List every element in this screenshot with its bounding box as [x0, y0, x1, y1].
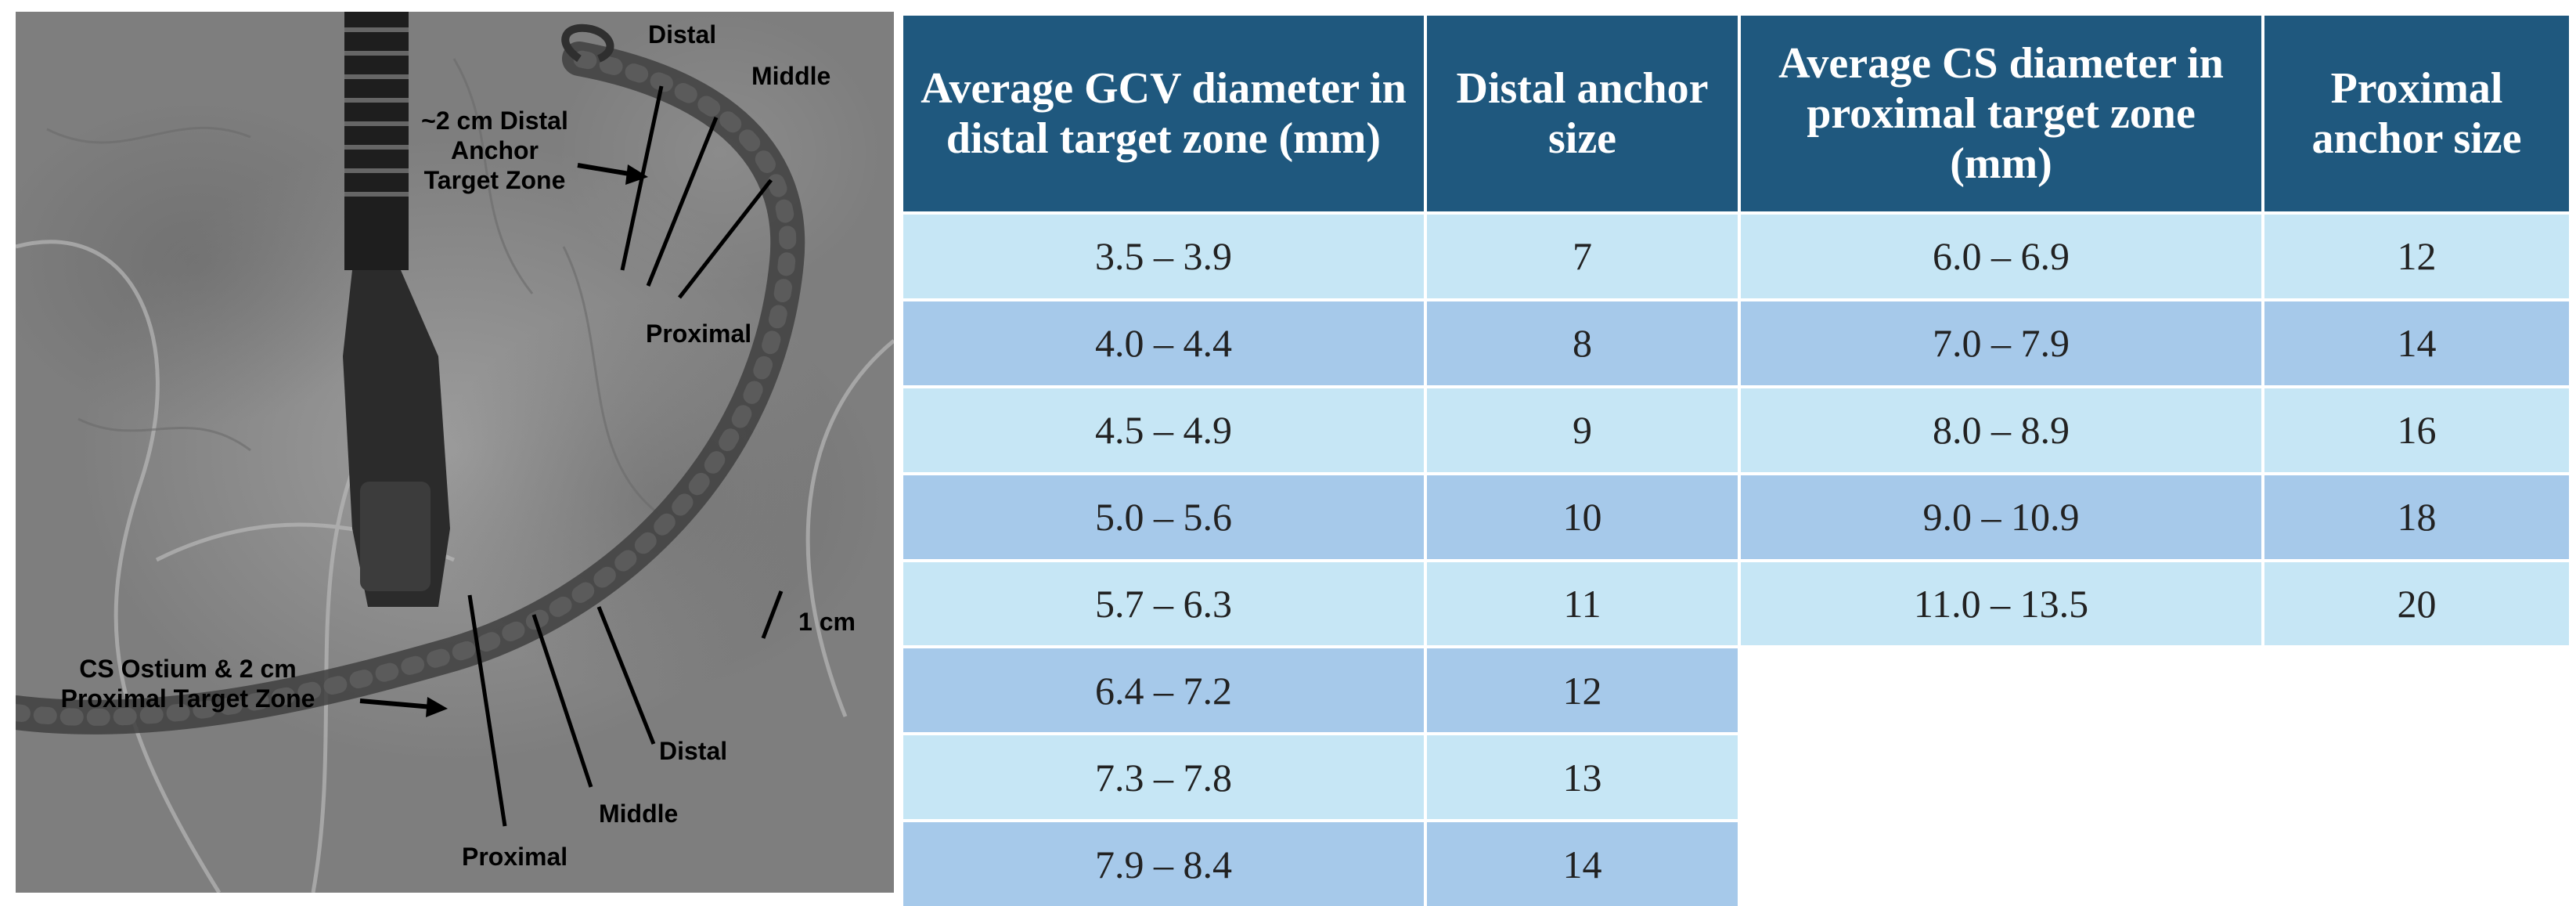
table-cell: 14 — [2264, 301, 2569, 385]
label-middle-top: Middle — [751, 62, 831, 90]
label-distal-top: Distal — [648, 20, 717, 49]
table-cell-empty — [1741, 822, 2261, 906]
header-distal-anchor-size: Distal anchor size — [1427, 16, 1738, 211]
table-cell-empty — [2264, 735, 2569, 820]
table-cell-empty — [2264, 648, 2569, 733]
label-distal-bottom: Distal — [659, 737, 728, 765]
ostium-line-2: Proximal Target Zone — [60, 684, 315, 713]
table-cell: 9 — [1427, 388, 1738, 472]
table-cell: 11 — [1427, 561, 1738, 646]
table-cell: 3.5 – 3.9 — [903, 215, 1424, 298]
table-cell: 6.0 – 6.9 — [1741, 215, 2261, 298]
table-cell: 7 — [1427, 215, 1738, 298]
distal-zone-line-1: ~2 cm Distal — [421, 106, 568, 135]
table-cell: 13 — [1427, 735, 1738, 820]
anchor-sizing-table: Average GCV diameter in distal target zo… — [903, 16, 2569, 906]
label-proximal-bottom: Proximal — [462, 843, 568, 871]
table-cell: 6.4 – 7.2 — [903, 648, 1424, 733]
table-cell: 12 — [2264, 215, 2569, 298]
fluoroscopy-drawing — [16, 12, 894, 893]
table-cell: 10 — [1427, 475, 1738, 559]
label-middle-bottom: Middle — [599, 800, 679, 828]
label-proximal-top: Proximal — [646, 319, 752, 348]
table-cell: 5.0 – 5.6 — [903, 475, 1424, 559]
table-cell: 12 — [1427, 648, 1738, 733]
label-cs-ostium: CS Ostium & 2 cm Proximal Target Zone — [16, 654, 360, 713]
table-cell-empty — [1741, 648, 2261, 733]
label-scale: 1 cm — [798, 608, 856, 636]
distal-zone-line-2: Anchor — [451, 136, 539, 164]
table-cell: 11.0 – 13.5 — [1741, 561, 2261, 646]
table-cell: 7.9 – 8.4 — [903, 822, 1424, 906]
header-gcv-diameter: Average GCV diameter in distal target zo… — [903, 16, 1424, 211]
table-cell: 5.7 – 6.3 — [903, 561, 1424, 646]
table-cell-empty — [1741, 735, 2261, 820]
fluoroscopy-image: Distal Middle ~2 cm Distal Anchor Target… — [16, 12, 894, 893]
header-cs-diameter: Average CS diameter in proximal target z… — [1741, 16, 2261, 211]
table-cell: 4.5 – 4.9 — [903, 388, 1424, 472]
ostium-line-1: CS Ostium & 2 cm — [79, 655, 297, 683]
table-cell: 8.0 – 8.9 — [1741, 388, 2261, 472]
delivery-shaft — [344, 12, 409, 270]
table-cell: 14 — [1427, 822, 1738, 906]
table-cell: 8 — [1427, 301, 1738, 385]
table-cell: 9.0 – 10.9 — [1741, 475, 2261, 559]
table-cell: 7.3 – 7.8 — [903, 735, 1424, 820]
label-distal-anchor-zone: ~2 cm Distal Anchor Target Zone — [409, 106, 581, 195]
table-cell: 16 — [2264, 388, 2569, 472]
distal-zone-line-3: Target Zone — [423, 166, 566, 194]
table-cell: 7.0 – 7.9 — [1741, 301, 2261, 385]
table-cell: 18 — [2264, 475, 2569, 559]
table-cell: 4.0 – 4.4 — [903, 301, 1424, 385]
table-cell-empty — [2264, 822, 2569, 906]
table-cell: 20 — [2264, 561, 2569, 646]
header-proximal-anchor-size: Proximal anchor size — [2264, 16, 2569, 211]
